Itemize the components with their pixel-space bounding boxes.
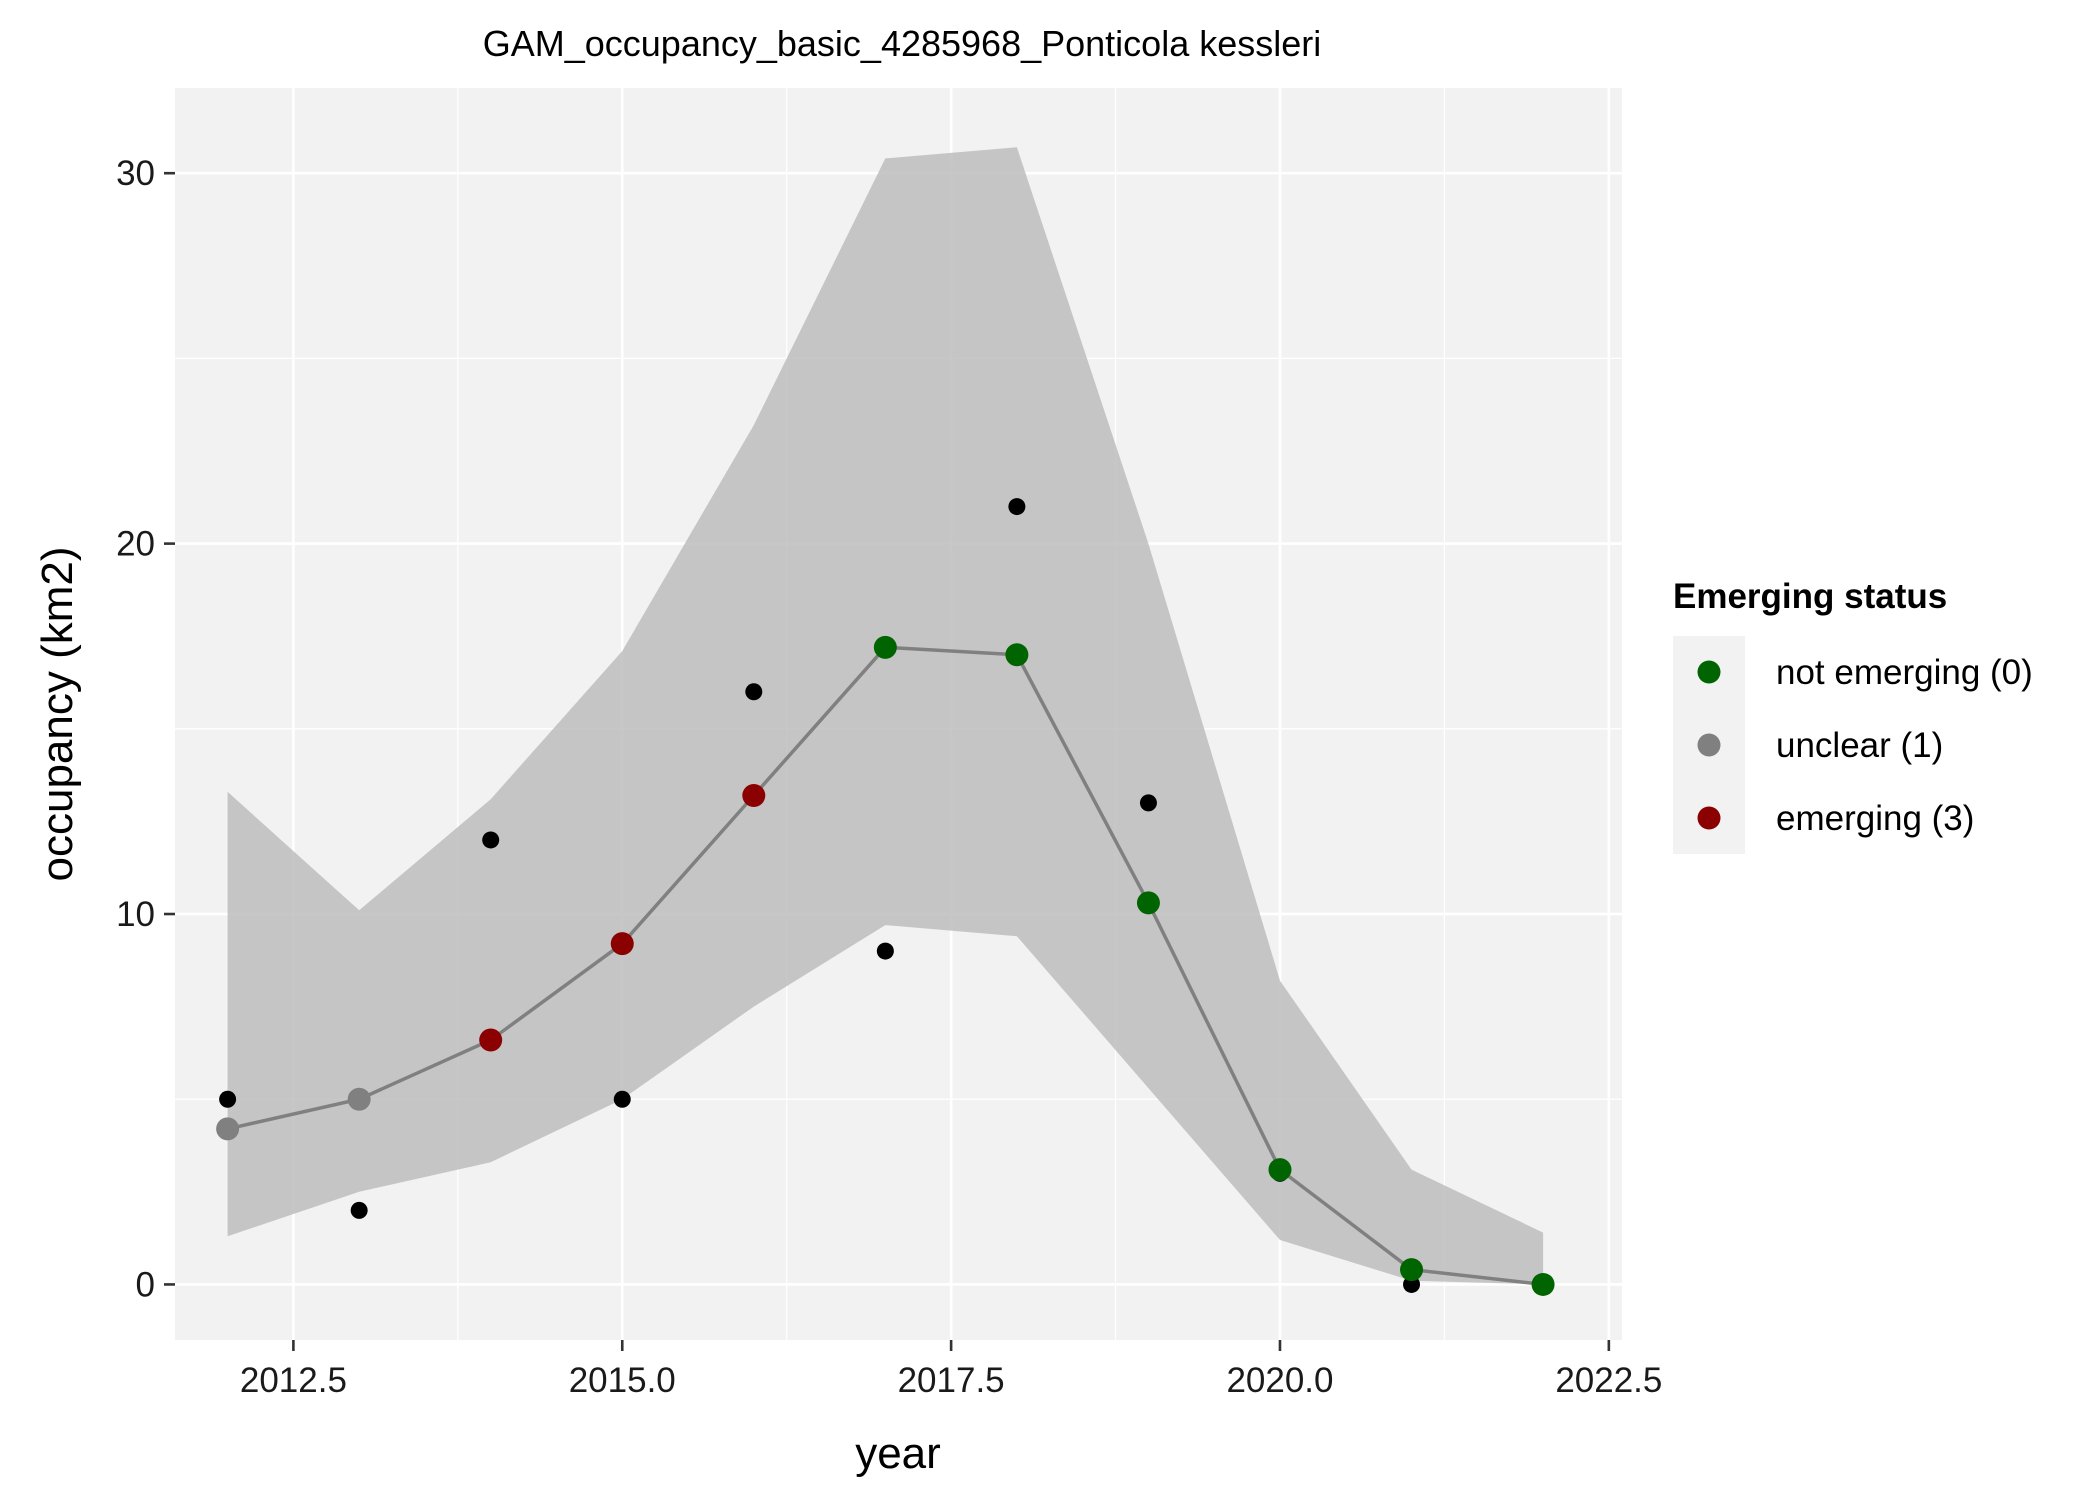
confidence-ribbon — [227, 147, 1544, 1285]
y-axis: 0 10 20 30 — [116, 154, 175, 1304]
legend: Emerging status not emerging (0) unclear … — [1673, 577, 2033, 854]
x-tick-label: 2020.0 — [1226, 1361, 1333, 1400]
x-tick-label: 2015.0 — [569, 1361, 676, 1400]
fitted-point — [1136, 891, 1160, 915]
legend-entries: not emerging (0) unclear (1) emerging (3) — [1697, 653, 2033, 838]
legend-key — [1697, 660, 1721, 684]
x-tick-label: 2022.5 — [1555, 1361, 1662, 1400]
x-tick-label: 2017.5 — [898, 1361, 1005, 1400]
observed-point — [1008, 498, 1026, 516]
fitted-point — [479, 1028, 503, 1052]
fitted-point — [742, 783, 766, 807]
y-tick-label: 10 — [116, 895, 155, 934]
observed-point — [1139, 794, 1157, 812]
fitted-points — [216, 635, 1555, 1296]
fitted-point — [216, 1117, 240, 1141]
fitted-point — [347, 1087, 371, 1111]
legend-key — [1697, 733, 1721, 757]
observed-point — [745, 683, 763, 701]
y-tick-label: 0 — [136, 1265, 155, 1304]
y-axis-title: occupancy (km2) — [33, 546, 82, 881]
fitted-point — [1268, 1158, 1292, 1182]
observed-point — [219, 1090, 237, 1108]
fitted-point — [1400, 1258, 1424, 1282]
legend-label: not emerging (0) — [1776, 653, 2033, 692]
x-axis: 2012.5 2015.0 2017.5 2020.0 2022.5 — [240, 1340, 1662, 1400]
fitted-point — [610, 932, 634, 956]
y-tick-label: 20 — [116, 525, 155, 564]
x-tick-label: 2012.5 — [240, 1361, 347, 1400]
y-tick-label: 30 — [116, 154, 155, 193]
legend-label: emerging (3) — [1776, 799, 1974, 838]
observed-point — [482, 831, 500, 849]
fitted-point — [1531, 1272, 1555, 1296]
legend-title: Emerging status — [1673, 577, 1947, 616]
legend-label: unclear (1) — [1776, 726, 1943, 765]
observed-point — [613, 1090, 631, 1108]
legend-key — [1697, 806, 1721, 830]
observed-point — [350, 1201, 368, 1219]
observed-point — [876, 942, 894, 960]
fitted-point — [873, 635, 897, 659]
fitted-point — [1005, 643, 1029, 667]
chart-title: GAM_occupancy_basic_4285968_Ponticola ke… — [483, 23, 1322, 64]
x-axis-title: year — [855, 1429, 941, 1478]
